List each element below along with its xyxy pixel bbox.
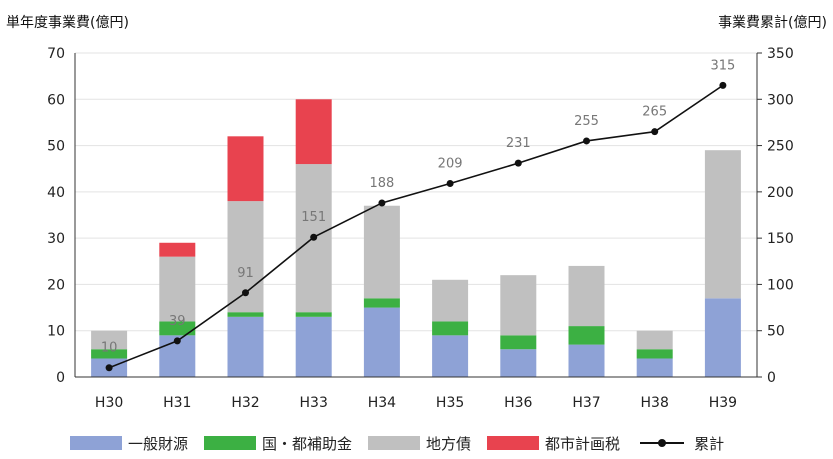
bar-segment-H32-0 bbox=[227, 316, 264, 377]
cumulative-point bbox=[446, 180, 454, 188]
legend-item: 地方債 bbox=[368, 433, 471, 454]
x-tick-label: H30 bbox=[95, 395, 123, 411]
right-tick-label: 350 bbox=[767, 46, 794, 62]
legend-label: 一般財源 bbox=[128, 434, 189, 453]
legend-label: 地方債 bbox=[426, 434, 472, 453]
cumulative-point bbox=[242, 289, 249, 297]
bar-segment-H33-1 bbox=[295, 312, 332, 317]
legend-item: 都市計画税 bbox=[487, 433, 620, 454]
bar-segment-H34-1 bbox=[363, 298, 400, 308]
bar-segment-H37-1 bbox=[568, 326, 605, 345]
cumulative-point bbox=[173, 337, 181, 345]
legend-swatch bbox=[487, 436, 540, 450]
right-tick-label: 300 bbox=[767, 92, 794, 108]
left-tick-label: 70 bbox=[47, 46, 65, 62]
cumulative-point bbox=[651, 128, 659, 136]
x-tick-label: H32 bbox=[231, 395, 259, 411]
bar-segment-H36-0 bbox=[500, 349, 537, 377]
left-tick-label: 30 bbox=[47, 231, 65, 247]
cumulative-point bbox=[583, 137, 590, 145]
bar-segment-H30-1 bbox=[91, 349, 128, 359]
left-tick-label: 20 bbox=[47, 277, 65, 293]
bar-segment-H38-1 bbox=[636, 349, 673, 359]
left-tick-label: 60 bbox=[47, 92, 65, 108]
cumulative-line bbox=[108, 84, 724, 369]
x-tick-label: H33 bbox=[300, 395, 328, 411]
cumulative-data-label: 188 bbox=[369, 176, 394, 191]
bar-segment-H38-2 bbox=[636, 330, 673, 350]
right-tick-label: 100 bbox=[767, 277, 794, 293]
cumulative-point bbox=[105, 364, 113, 372]
bar-segment-H33-3 bbox=[295, 99, 332, 165]
bar-segment-H38-0 bbox=[636, 358, 673, 377]
cumulative-point bbox=[514, 159, 522, 167]
legend-label: 国・都補助金 bbox=[262, 434, 353, 453]
left-tick-label: 0 bbox=[56, 370, 65, 386]
right-axis-title: 事業費累計(億円) bbox=[718, 15, 827, 31]
x-tick-label: H38 bbox=[641, 395, 669, 411]
left-tick-label: 10 bbox=[47, 324, 65, 340]
right-tick-label: 250 bbox=[767, 139, 794, 155]
bar-segment-H35-1 bbox=[432, 321, 469, 336]
cumulative-data-label: 209 bbox=[438, 157, 463, 172]
bar-segment-H39-0 bbox=[704, 298, 741, 377]
left-axis-title: 単年度事業費(億円) bbox=[6, 15, 129, 31]
legend-swatch bbox=[204, 436, 257, 450]
bar-segment-H32-3 bbox=[227, 136, 264, 202]
x-tick-label: H31 bbox=[163, 395, 191, 411]
bar-segment-H39-2 bbox=[704, 150, 741, 299]
bar-segment-H32-1 bbox=[227, 312, 264, 317]
legend-item: 累計 bbox=[636, 433, 724, 454]
legend-item: 国・都補助金 bbox=[204, 433, 352, 454]
right-tick-label: 150 bbox=[767, 231, 794, 247]
bar-segment-H34-2 bbox=[363, 205, 400, 299]
x-tick-label: H35 bbox=[436, 395, 464, 411]
bar-segment-H33-0 bbox=[295, 316, 332, 377]
bar-segment-H37-0 bbox=[568, 344, 605, 377]
legend-line-swatch bbox=[636, 436, 688, 450]
legend-swatch bbox=[368, 436, 421, 450]
x-tick-label: H36 bbox=[504, 395, 532, 411]
bar-segment-H35-0 bbox=[432, 335, 469, 377]
x-tick-label: H34 bbox=[368, 395, 396, 411]
cumulative-data-label: 265 bbox=[642, 105, 667, 120]
x-tick-label: H37 bbox=[572, 395, 600, 411]
legend-swatch bbox=[70, 436, 122, 450]
legend: 一般財源 国・都補助金 地方債 都市計画税 累計 bbox=[70, 432, 740, 454]
cumulative-data-label: 231 bbox=[506, 136, 531, 151]
bar-segment-H31-1 bbox=[159, 321, 196, 336]
bar-segment-H35-2 bbox=[432, 279, 469, 322]
legend-label: 都市計画税 bbox=[545, 434, 621, 453]
left-tick-label: 50 bbox=[47, 139, 65, 155]
cumulative-point bbox=[719, 81, 727, 89]
bar-segment-H31-3 bbox=[159, 242, 196, 257]
legend-label: 累計 bbox=[694, 434, 725, 453]
right-tick-label: 0 bbox=[767, 370, 776, 386]
bar-segment-H31-2 bbox=[159, 256, 196, 322]
cumulative-data-label: 255 bbox=[574, 114, 599, 129]
bar-segment-H37-2 bbox=[568, 265, 605, 327]
cumulative-data-label: 91 bbox=[237, 266, 254, 281]
right-tick-label: 200 bbox=[767, 185, 794, 201]
bar-segment-H36-2 bbox=[500, 275, 537, 336]
left-tick-label: 40 bbox=[47, 185, 65, 201]
bar-segment-H34-0 bbox=[363, 307, 400, 377]
bar-segment-H30-2 bbox=[91, 330, 128, 350]
cumulative-point bbox=[378, 199, 386, 207]
x-tick-label: H39 bbox=[709, 395, 737, 411]
chart-canvas: 0 10 20 30 40 50 60 70 0 50 100 150 200 250 300 350 H30 H… bbox=[47, 46, 794, 411]
legend-item: 一般財源 bbox=[70, 433, 188, 454]
right-tick-label: 50 bbox=[767, 324, 785, 340]
cumulative-data-label: 39 bbox=[169, 314, 186, 329]
bar-segment-H36-1 bbox=[500, 335, 537, 350]
cumulative-data-label: 315 bbox=[710, 58, 735, 73]
cumulative-data-label: 10 bbox=[101, 341, 118, 356]
cumulative-point bbox=[310, 233, 318, 241]
cumulative-data-label: 151 bbox=[301, 210, 326, 225]
